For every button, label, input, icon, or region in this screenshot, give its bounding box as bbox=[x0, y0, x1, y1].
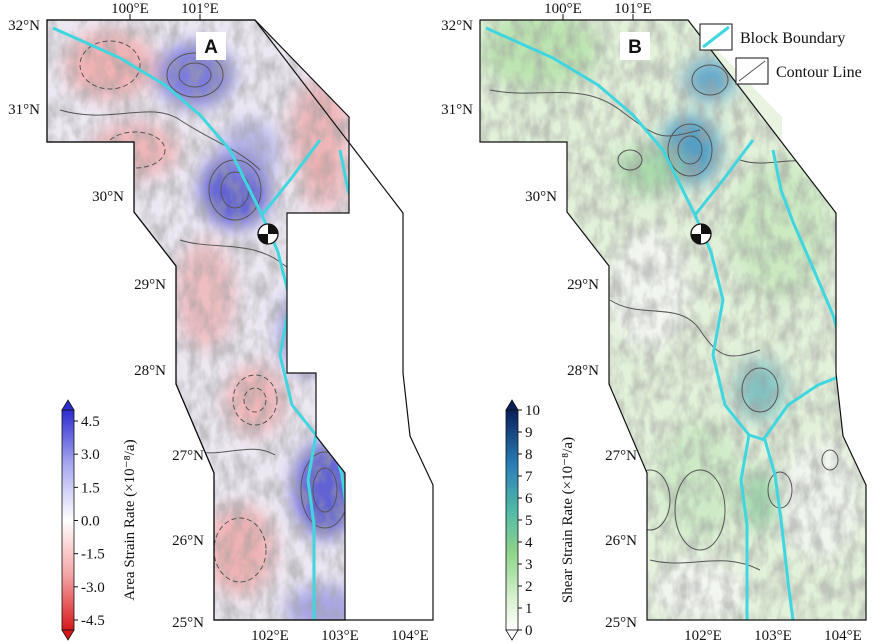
panel-a-letter: A bbox=[204, 37, 218, 58]
colorbar-tick-label: 9 bbox=[525, 425, 533, 441]
colorbar-tick-label: 1 bbox=[525, 601, 533, 617]
panel-a-bottom-tick-104: 104°E bbox=[391, 628, 429, 644]
panel-a-outline bbox=[46, 19, 434, 621]
panel-b-lat-32: 32°N bbox=[441, 18, 473, 34]
colorbar-tick-label: -3.0 bbox=[81, 580, 105, 596]
colorbar-tick-label: 3.0 bbox=[81, 447, 100, 463]
colorbar-tick-label: 0.0 bbox=[81, 514, 100, 530]
panel-a-lat-26: 26°N bbox=[172, 533, 204, 549]
panel-a-lat-32: 32°N bbox=[8, 18, 40, 34]
panel-b-lat-31: 31°N bbox=[441, 102, 473, 118]
colorbar-tick-label: 1.5 bbox=[81, 480, 100, 496]
panel-b-lat-27: 27°N bbox=[605, 448, 637, 464]
panel-b-letter: B bbox=[628, 37, 642, 58]
panel-b-letter-box bbox=[620, 32, 650, 60]
panel-a-lat-31: 31°N bbox=[8, 102, 40, 118]
colorbar-tick-label: 3 bbox=[525, 557, 533, 573]
colorbar-tick-label: 10 bbox=[525, 403, 540, 419]
panel-a-top-tick-101: 101°E bbox=[181, 1, 219, 17]
panel-a-lat-30: 30°N bbox=[92, 189, 124, 205]
earthquake-focal-mechanism-icon bbox=[690, 223, 712, 245]
panel-b-block-boundaries bbox=[485, 26, 845, 620]
panel-a-colorbar-ticks: 4.5 3.0 1.5 0.0 -1.5 -3.0 -4.5 bbox=[74, 414, 105, 629]
colorbar-tick-label: -1.5 bbox=[81, 547, 105, 563]
panel-b-lat-25: 25°N bbox=[605, 615, 637, 631]
panel-a: 100°E 101°E 102°E 103°E 104°E 32°N 31°N … bbox=[8, 1, 434, 644]
panel-a-lat-28: 28°N bbox=[134, 363, 166, 379]
colorbar-tick-label: -4.5 bbox=[81, 613, 105, 629]
legend-block-boundary-label: Block Boundary bbox=[740, 30, 845, 47]
panel-a-colorbar-label: Area Strain Rate (×10⁻⁸/a) bbox=[122, 439, 138, 600]
panel-b-bottom-tick-102: 102°E bbox=[684, 628, 722, 644]
panel-a-lat-29: 29°N bbox=[134, 277, 166, 293]
panel-b-top-tick-101: 101°E bbox=[614, 1, 652, 17]
colorbar-tick-label: 4.5 bbox=[81, 414, 100, 430]
colorbar-tick-label: 0 bbox=[525, 623, 533, 639]
panel-a-letter-box bbox=[196, 32, 226, 60]
panel-b-lat-28: 28°N bbox=[567, 363, 599, 379]
panel-b-bottom-tick-104: 104°E bbox=[824, 628, 862, 644]
panel-a-bottom-tick-103: 103°E bbox=[321, 628, 359, 644]
panel-b-map-fill bbox=[480, 20, 866, 620]
panel-b-colorbar-label: Shear Strain Rate (×10⁻⁸/a) bbox=[560, 437, 576, 603]
colorbar-tick-label: 2 bbox=[525, 579, 533, 595]
legend-block-boundary-line bbox=[702, 25, 730, 49]
panel-b-top-ticks bbox=[562, 14, 634, 20]
colorbar-tick-label: 4 bbox=[525, 535, 533, 551]
panel-b-lat-29: 29°N bbox=[567, 277, 599, 293]
panel-b-lat-26: 26°N bbox=[605, 533, 637, 549]
panel-b-bottom-tick-103: 103°E bbox=[754, 628, 792, 644]
panel-b-outline bbox=[479, 19, 867, 621]
colorbar-tick-label: 6 bbox=[525, 491, 533, 507]
colorbar-tick-label: 8 bbox=[525, 447, 533, 463]
panel-a-lat-25: 25°N bbox=[172, 615, 204, 631]
panel-a-map-field bbox=[47, 20, 349, 620]
legend-contour-label: Contour Line bbox=[776, 64, 862, 81]
panel-b: 100°E 101°E 102°E 103°E 104°E 32°N 31°N … bbox=[441, 1, 867, 644]
panel-a-lat-27: 27°N bbox=[172, 448, 204, 464]
panel-a-top-tick-100: 100°E bbox=[111, 1, 149, 17]
area-contours bbox=[59, 40, 349, 583]
colorbar-tick-label: 7 bbox=[525, 469, 533, 485]
panel-a-bottom-tick-102: 102°E bbox=[251, 628, 289, 644]
earthquake-focal-mechanism-icon bbox=[257, 223, 279, 245]
panel-a-colorbar: 4.5 3.0 1.5 0.0 -1.5 -3.0 -4.5 Area Strain Rat… bbox=[61, 399, 138, 641]
legend-contour-line bbox=[738, 60, 766, 82]
map-legend: Block Boundary Contour Line bbox=[699, 23, 862, 85]
colorbar-tick-label: 5 bbox=[525, 513, 533, 529]
panel-b-lat-30: 30°N bbox=[525, 189, 557, 205]
panel-a-top-ticks bbox=[129, 14, 201, 20]
panel-b-top-tick-100: 100°E bbox=[544, 1, 582, 17]
